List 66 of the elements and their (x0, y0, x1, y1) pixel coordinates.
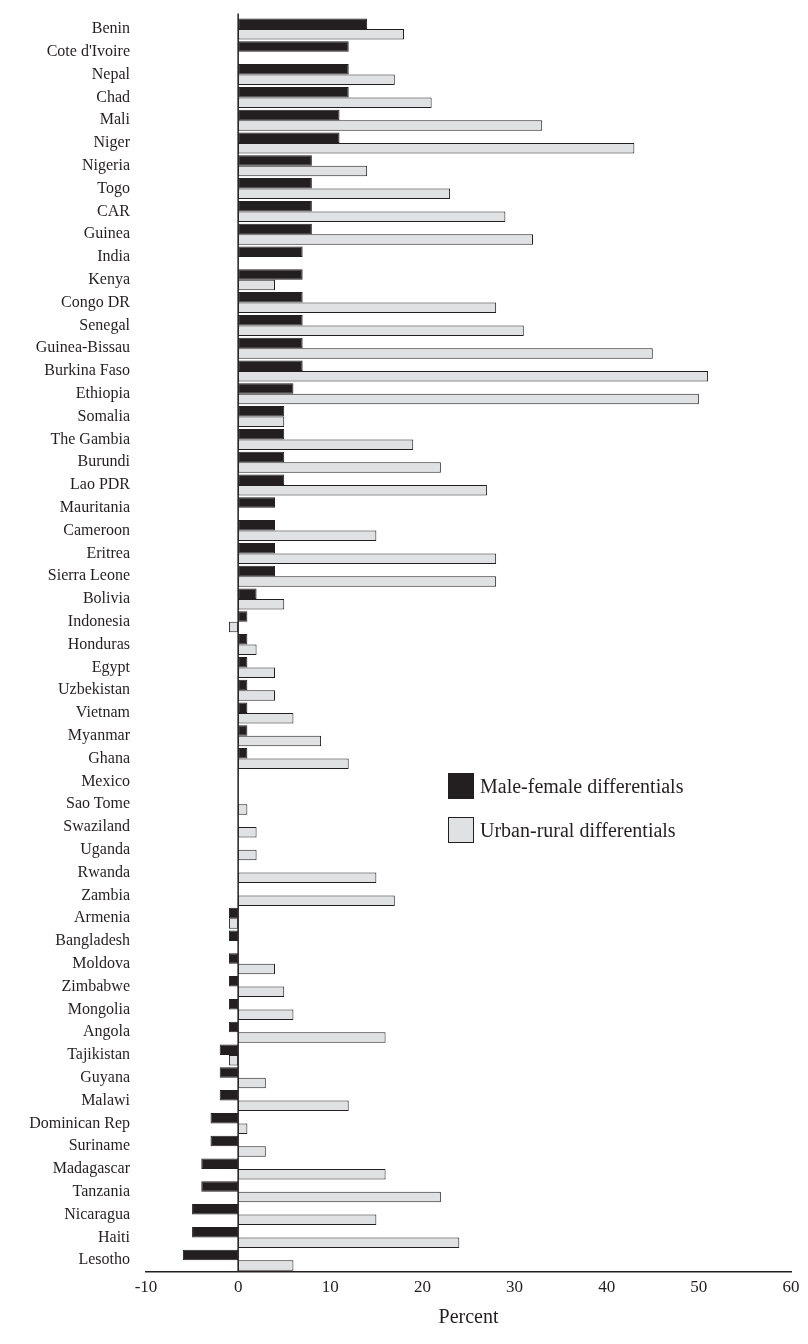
y-tick-label: Indonesia (67, 612, 130, 629)
y-tick-label: Angola (82, 1022, 130, 1041)
y-tick-label: Mexico (81, 771, 130, 789)
y-tick-label: Bangladesh (55, 931, 130, 950)
y-tick-label: Somalia (77, 406, 130, 424)
y-tick-label: Honduras (67, 634, 130, 652)
legend-label: Urban-rural differentials (480, 818, 676, 842)
y-tick-label: Togo (97, 178, 130, 197)
y-tick-label: Tanzania (72, 1182, 130, 1199)
y-tick-label: India (97, 247, 130, 265)
y-tick-label: Zimbabwe (61, 976, 130, 994)
x-tick-label: -10 (134, 1277, 158, 1297)
y-tick-label: Suriname (68, 1136, 130, 1154)
y-tick-label: Mali (99, 110, 131, 128)
y-tick-label: CAR (97, 201, 131, 219)
y-tick-label: Rwanda (77, 862, 130, 880)
y-tick-label: Sao Tome (66, 794, 130, 812)
x-tick-label: 20 (413, 1277, 431, 1297)
y-tick-label: Chad (96, 87, 130, 105)
y-tick-label: Kenya (88, 270, 130, 288)
y-tick-label: Mauritania (59, 498, 130, 515)
y-tick-label: Nepal (91, 64, 131, 83)
y-tick-label: Burundi (77, 452, 131, 470)
x-tick-label: 60 (782, 1277, 800, 1297)
y-tick-label: Swaziland (63, 817, 130, 835)
y-tick-label: Lesotho (78, 1250, 130, 1268)
x-tick-label: 30 (506, 1277, 524, 1297)
y-tick-label: Nigeria (82, 156, 130, 174)
y-tick-label: Tajikistan (67, 1045, 130, 1064)
y-tick-label: Haiti (98, 1227, 131, 1245)
y-tick-label: Mongolia (67, 999, 130, 1018)
y-tick-label: Bolivia (82, 589, 130, 607)
x-axis-title: Percent (438, 1305, 499, 1328)
y-tick-label: Dominican Rep (29, 1113, 130, 1132)
y-tick-label: Moldova (72, 954, 130, 971)
y-tick-label: Madagascar (52, 1159, 131, 1178)
y-tick-label: Cameroon (63, 520, 130, 538)
y-tick-label: Malawi (81, 1090, 131, 1108)
y-tick-label: Sierra Leone (47, 566, 130, 584)
y-tick-label: Uzbekistan (58, 680, 130, 698)
x-tick-label: 50 (690, 1277, 708, 1297)
y-tick-label: Ethiopia (75, 384, 130, 402)
y-tick-label: Guinea-Bissau (35, 338, 130, 356)
y-tick-label: Ghana (88, 748, 130, 766)
y-tick-label: Lao PDR (70, 475, 131, 493)
legend-label: Male-female differentials (480, 774, 684, 798)
y-tick-label: Nicaragua (64, 1204, 130, 1223)
x-tick-label: 40 (598, 1277, 616, 1297)
y-tick-label: Senegal (79, 315, 131, 334)
y-tick-label: Guyana (80, 1068, 130, 1086)
x-tick-label: 10 (321, 1277, 339, 1297)
y-tick-label: Zambia (81, 885, 130, 903)
y-tick-label: Egypt (91, 657, 131, 676)
y-tick-label: Eritrea (86, 543, 130, 561)
x-tick-label: 0 (233, 1277, 243, 1297)
y-tick-label: Niger (93, 133, 131, 152)
y-tick-label: Uganda (80, 840, 130, 858)
y-tick-label: Burkina Faso (44, 361, 130, 379)
y-tick-label: Congo DR (61, 292, 131, 311)
y-tick-label: Armenia (74, 908, 130, 926)
y-tick-label: Cote d'Ivoire (46, 42, 130, 59)
y-tick-label: The Gambia (50, 429, 130, 447)
y-tick-label: Benin (91, 19, 130, 37)
y-tick-label: Myanmar (67, 726, 131, 744)
y-tick-label: Vietnam (75, 703, 131, 721)
y-tick-label: Guinea (83, 224, 130, 242)
